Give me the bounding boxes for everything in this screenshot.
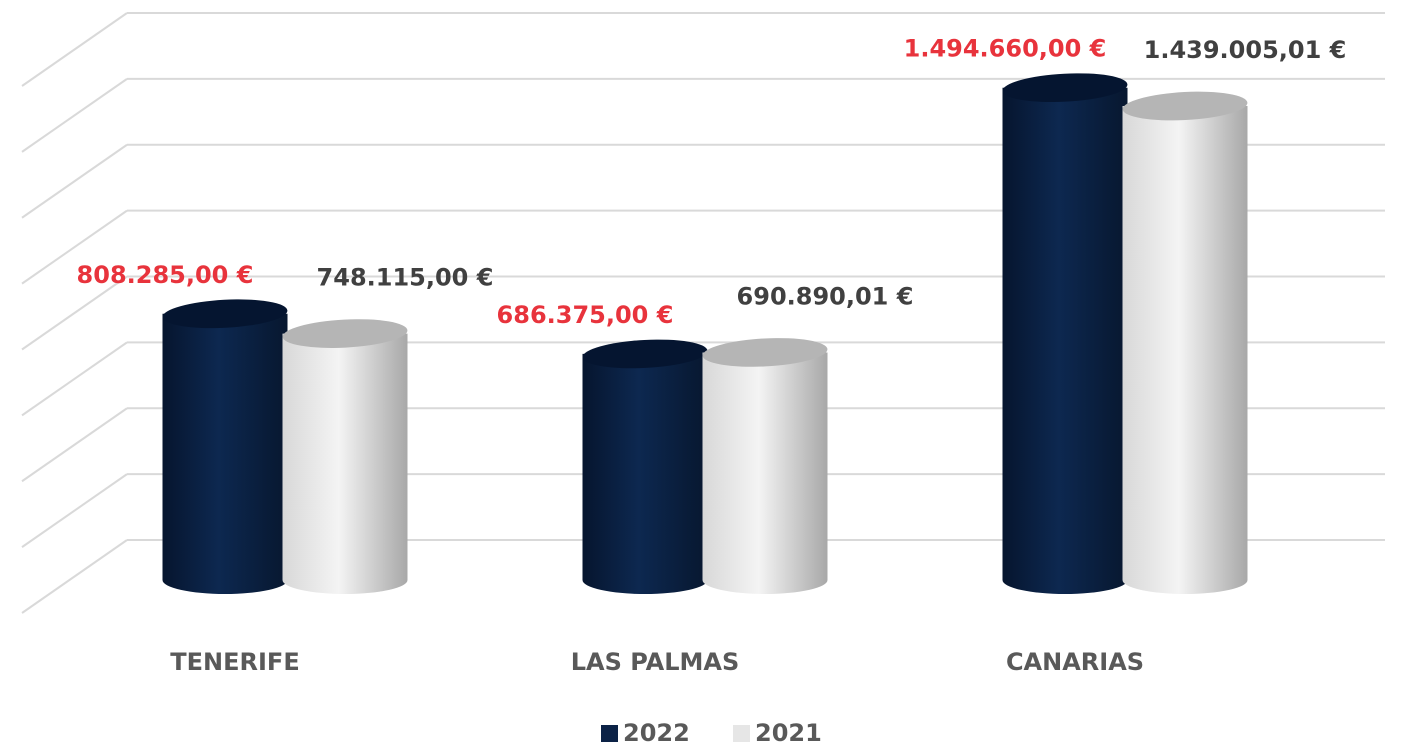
grid-line-side bbox=[21, 341, 128, 417]
cylinder bbox=[1122, 91, 1248, 595]
cylinder-body bbox=[1002, 87, 1128, 595]
value-label: 748.115,00 € bbox=[317, 264, 494, 292]
cylinder bbox=[282, 319, 408, 594]
cylinder-top bbox=[162, 299, 288, 329]
value-label: 808.285,00 € bbox=[77, 261, 254, 289]
grid-line-side bbox=[21, 275, 128, 351]
cylinder-top bbox=[1002, 73, 1128, 103]
value-label: 686.375,00 € bbox=[497, 301, 674, 329]
legend-swatch bbox=[601, 725, 618, 742]
value-label: 690.890,01 € bbox=[737, 282, 914, 310]
legend-label: 2022 bbox=[623, 719, 690, 747]
cylinder-body bbox=[162, 313, 288, 594]
cylinder-top bbox=[1122, 91, 1248, 121]
legend-swatch bbox=[733, 725, 750, 742]
value-label: 1.439.005,01 € bbox=[1144, 36, 1347, 64]
grid-line-side bbox=[21, 407, 128, 483]
cylinder-body bbox=[582, 353, 708, 594]
cylinder bbox=[702, 338, 828, 594]
cylinder bbox=[582, 339, 708, 594]
cylinder-body bbox=[282, 333, 408, 594]
cylinder bbox=[1002, 73, 1128, 595]
cylinder-top bbox=[702, 338, 828, 367]
value-label: 1.494.660,00 € bbox=[904, 35, 1107, 63]
grid-line-side bbox=[21, 12, 128, 87]
cylinder-top bbox=[282, 319, 408, 348]
grid-line-side bbox=[21, 143, 128, 219]
cylinder-body bbox=[1122, 106, 1248, 595]
cylinder-top bbox=[582, 339, 708, 369]
cylinder-body bbox=[702, 352, 828, 594]
x-tick-label: TENERIFE bbox=[170, 648, 299, 676]
grid-line-side bbox=[21, 539, 128, 614]
grid-line-side bbox=[21, 78, 128, 153]
legend-label: 2021 bbox=[755, 719, 822, 747]
x-tick-label: CANARIAS bbox=[1006, 648, 1144, 676]
grid-line-side bbox=[21, 473, 128, 548]
cylinder bbox=[162, 299, 288, 594]
grid-line-side bbox=[21, 209, 128, 285]
x-tick-label: LAS PALMAS bbox=[571, 648, 740, 676]
